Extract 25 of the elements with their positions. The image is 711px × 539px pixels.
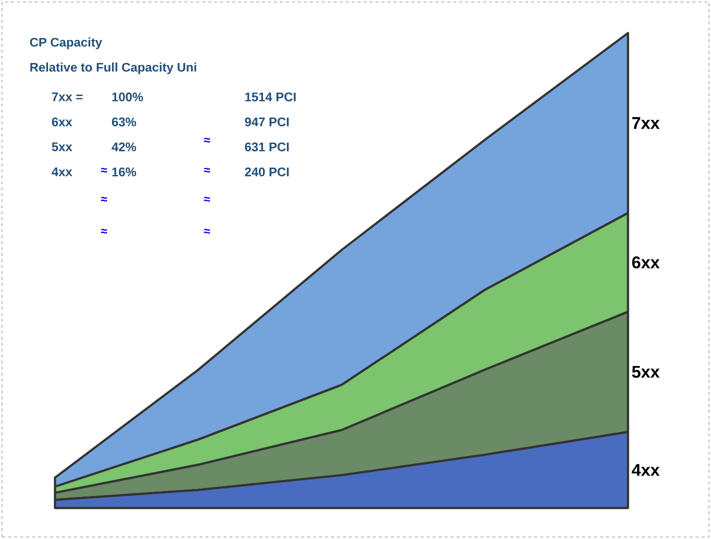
annotation: ≈ — [204, 196, 210, 202]
series-label: 6xx — [632, 256, 660, 268]
series-label: 7xx — [632, 117, 660, 129]
annotation: 4xx — [52, 168, 72, 176]
annotation: ≈ — [100, 168, 108, 173]
text: Relative to Full Capacity Uni — [30, 62, 196, 74]
series-label: 4xx — [632, 464, 660, 476]
annotation: ≈ — [204, 138, 210, 143]
series-label: 5xx — [632, 366, 660, 378]
annotation: 1514 PCI — [245, 92, 296, 102]
annotation: 5xx — [52, 142, 72, 152]
chart-title: CP Capacity — [30, 38, 102, 50]
annotation: 7xx = — [52, 92, 83, 102]
annotation: ≈ — [100, 196, 108, 202]
annotation: 42% — [112, 142, 136, 152]
annotation: ≈ — [204, 228, 210, 234]
annotation: 100% — [112, 92, 144, 102]
annotation: 631 PCI — [244, 142, 289, 152]
annotation: 16% — [112, 168, 136, 176]
annotation: 6xx — [52, 118, 72, 126]
annotation: 240 PCI — [244, 168, 289, 176]
annotation: 947 PCI — [244, 118, 289, 126]
annotation: ≈ — [100, 228, 108, 234]
annotation: ≈ — [204, 168, 210, 173]
annotation: 63% — [112, 118, 136, 126]
